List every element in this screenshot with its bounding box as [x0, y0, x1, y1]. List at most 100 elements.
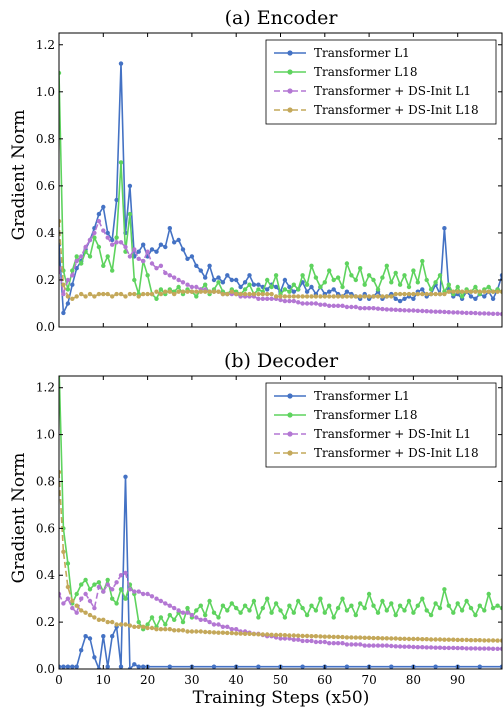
- data-point: [79, 648, 84, 653]
- data-point: [349, 273, 354, 278]
- data-point: [180, 628, 186, 633]
- data-point: [437, 309, 443, 314]
- data-point: [123, 596, 128, 601]
- data-point: [411, 296, 416, 301]
- data-point: [83, 244, 88, 250]
- data-point: [335, 634, 341, 640]
- data-point: [393, 270, 398, 276]
- data-point: [207, 263, 212, 268]
- data-point: [110, 596, 115, 601]
- data-point: [79, 291, 84, 297]
- data-point: [136, 664, 141, 669]
- data-point: [464, 289, 469, 294]
- data-point: [389, 636, 394, 641]
- data-point: [198, 289, 203, 294]
- data-point: [406, 291, 412, 297]
- data-point: [468, 646, 474, 651]
- data-point: [389, 280, 394, 285]
- data-point: [468, 289, 474, 294]
- data-point: [309, 603, 314, 608]
- data-point: [220, 603, 226, 608]
- data-point: [397, 291, 403, 297]
- data-point: [194, 263, 199, 268]
- data-point: [256, 282, 261, 287]
- data-point: [149, 625, 155, 631]
- data-point: [65, 277, 71, 283]
- data-point: [451, 637, 456, 642]
- data-point: [136, 619, 141, 625]
- data-point: [260, 605, 265, 611]
- data-point: [437, 273, 443, 278]
- data-point: [145, 591, 150, 597]
- data-point: [167, 664, 172, 669]
- data-point: [322, 294, 327, 299]
- data-point: [114, 235, 119, 240]
- data-point: [473, 310, 478, 316]
- data-point: [397, 282, 403, 287]
- data-point: [455, 284, 460, 290]
- data-point: [375, 287, 381, 292]
- data-point: [304, 294, 310, 299]
- data-point: [327, 603, 332, 608]
- data-point: [136, 249, 141, 254]
- data-point: [428, 287, 434, 292]
- data-point: [446, 310, 451, 315]
- data-point: [70, 268, 75, 273]
- data-point: [393, 307, 398, 312]
- data-point: [136, 589, 141, 594]
- data-point: [309, 634, 314, 639]
- data-point: [402, 291, 407, 297]
- data-point: [118, 240, 124, 245]
- data-point: [313, 639, 319, 645]
- data-point: [163, 627, 168, 632]
- data-point: [344, 304, 350, 310]
- legend-marker: [287, 393, 293, 399]
- data-point: [468, 294, 474, 299]
- data-point: [105, 577, 110, 583]
- data-point: [59, 266, 62, 271]
- data-point: [136, 624, 141, 629]
- data-point: [331, 294, 336, 299]
- data-point: [490, 646, 496, 651]
- data-point: [123, 622, 128, 627]
- data-point: [366, 294, 372, 299]
- data-point: [203, 612, 208, 618]
- y-tick-label: 0.8: [36, 474, 55, 488]
- data-point: [172, 240, 177, 245]
- y-tick-label: 0.8: [36, 132, 55, 146]
- data-point: [123, 244, 128, 250]
- data-point: [318, 302, 323, 307]
- data-point: [127, 211, 133, 217]
- data-point: [318, 284, 323, 290]
- data-point: [499, 638, 502, 643]
- data-point: [216, 280, 221, 285]
- data-point: [322, 634, 327, 639]
- data-point: [145, 291, 150, 297]
- data-point: [380, 275, 385, 280]
- data-point: [216, 615, 221, 620]
- data-point: [65, 664, 71, 669]
- data-point: [349, 304, 354, 310]
- data-point: [473, 296, 478, 301]
- data-point: [473, 638, 478, 643]
- data-point: [96, 211, 102, 217]
- data-point: [247, 282, 252, 287]
- data-point: [92, 294, 97, 299]
- data-point: [154, 296, 159, 301]
- data-point: [211, 622, 217, 627]
- data-point: [411, 291, 416, 297]
- data-point: [273, 601, 279, 606]
- data-point: [269, 291, 274, 297]
- data-point: [402, 608, 407, 613]
- data-point: [282, 633, 288, 638]
- data-point: [118, 160, 124, 165]
- data-point: [459, 289, 465, 294]
- data-point: [468, 638, 474, 643]
- y-tick-label: 0.0: [36, 662, 55, 676]
- data-point: [185, 629, 190, 634]
- data-point: [446, 637, 451, 642]
- data-point: [92, 615, 97, 620]
- legend-label: Transformer L1: [314, 389, 410, 403]
- data-point: [234, 277, 239, 283]
- data-point: [287, 603, 292, 608]
